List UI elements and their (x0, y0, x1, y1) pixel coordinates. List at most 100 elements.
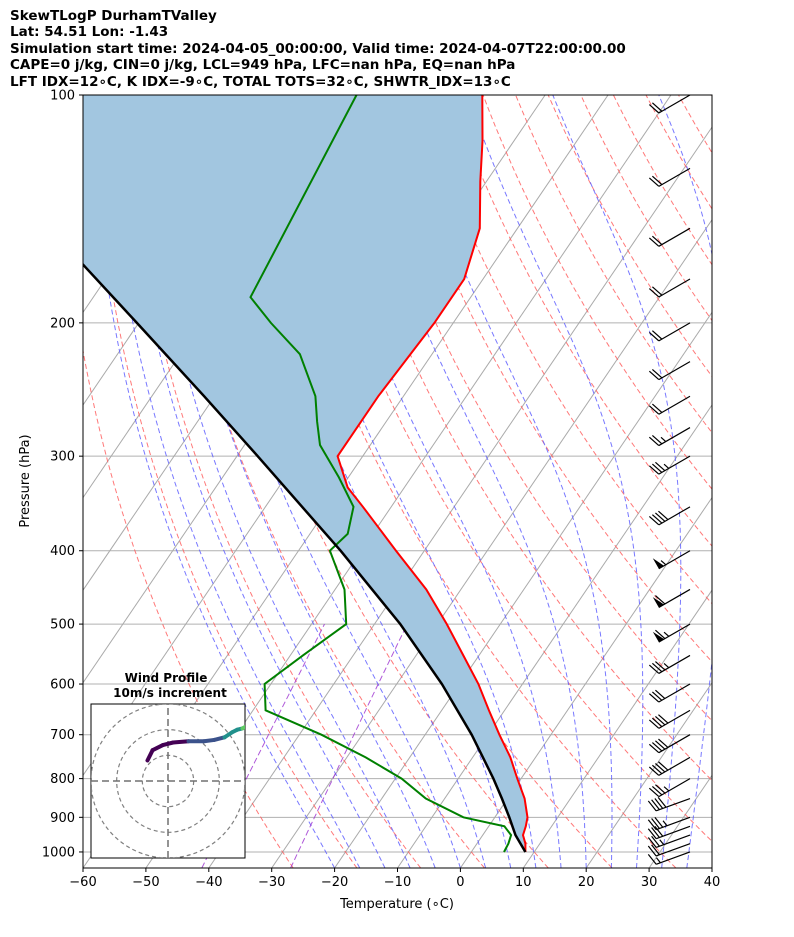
barb-flag (648, 436, 660, 447)
mixing-ratio-line (290, 623, 408, 868)
barb-flag (651, 286, 663, 296)
moist-adiabat-line (399, 95, 613, 868)
barb-flag (655, 740, 666, 750)
barb-flag (647, 837, 657, 848)
dewpoint-profile-line (249, 95, 513, 853)
barb-pennant (652, 558, 664, 569)
barb-flag (651, 514, 663, 524)
wind-barb (647, 851, 691, 865)
wind-barb (648, 322, 691, 342)
barb-flag (648, 370, 660, 381)
barb-flag (648, 465, 660, 475)
barb-flag (651, 764, 663, 775)
barb-flag (655, 512, 666, 522)
barb-flag (651, 368, 663, 379)
barb-half-flag (660, 560, 667, 566)
dry-adiabat-line (254, 95, 677, 868)
barb-flag (651, 235, 663, 245)
x-tick-label: 40 (704, 875, 721, 890)
barb-flag (648, 405, 660, 415)
barb-flag (648, 719, 660, 729)
barb-staff (658, 322, 691, 342)
barb-flag (658, 738, 669, 748)
mixing-ratio-lines (201, 623, 408, 868)
isotherm-line (585, 681, 712, 868)
barb-staff (658, 734, 691, 754)
barb-flag (648, 766, 660, 776)
barb-flag (654, 798, 664, 809)
barb-flag (658, 510, 669, 521)
barb-flag (651, 818, 660, 829)
barb-flag (648, 237, 660, 247)
barb-flag (651, 434, 663, 445)
barb-staff (655, 825, 691, 840)
parcel-area-shading (83, 95, 528, 852)
wind-barb (647, 834, 691, 848)
wind-barb (648, 395, 691, 415)
dry-adiabat-line (384, 95, 712, 663)
hodograph-title: Wind Profile (125, 671, 208, 685)
wind-barb (648, 734, 691, 754)
barb-flag (651, 330, 663, 340)
x-tick-label: 10 (515, 875, 532, 890)
moist-adiabat-line (467, 95, 644, 868)
barb-staff (658, 623, 691, 643)
barb-flag (651, 463, 663, 473)
hodograph-plot (91, 704, 245, 858)
barb-flag (655, 784, 666, 794)
hodograph-segment (171, 739, 191, 745)
isotherm-line (459, 496, 712, 868)
barb-staff (658, 506, 691, 526)
location-label: Lat: 54.51 Lon: -1.43 (10, 24, 169, 41)
wind-barb (647, 796, 691, 812)
wind-barbs (647, 94, 691, 865)
moist-adiabat-line (90, 95, 336, 868)
barb-flag (647, 853, 657, 865)
wind-barb (648, 167, 691, 187)
barb-half-flag (663, 663, 670, 669)
dry-adiabat-line (776, 95, 794, 868)
dry-adiabat-line (678, 95, 712, 154)
barb-flag (647, 800, 657, 812)
simulation-times: Simulation start time: 2024-04-05_00:00:… (10, 40, 626, 57)
dry-adiabat-line (83, 348, 294, 868)
barb-flag (658, 761, 669, 771)
wind-barb (647, 843, 691, 857)
barb-staff (658, 395, 691, 415)
barb-staff (658, 167, 691, 187)
wind-barb (648, 506, 691, 526)
x-axis-ticks: −60 −50 −40 −30 −20 −10 0 10 20 30 40 (69, 868, 720, 890)
barb-staff (658, 778, 691, 798)
barb-flag (651, 835, 660, 847)
barb-flag (651, 827, 660, 838)
barb-half-flag (663, 786, 670, 792)
y-tick-label: 300 (50, 450, 75, 465)
moist-adiabat-line (140, 95, 411, 868)
wind-barb (648, 455, 691, 475)
y-tick-label: 700 (50, 728, 75, 743)
dry-adiabat-line (124, 95, 422, 868)
barb-flag (655, 629, 666, 640)
x-tick-label: −10 (384, 875, 411, 890)
barb-staff (658, 278, 691, 298)
isotherm-line (334, 311, 712, 868)
wind-barb (648, 654, 691, 674)
barb-flag (648, 743, 660, 754)
barb-flag (655, 716, 666, 726)
chart-header: SkewTLogP DurhamTValley Lat: 54.51 Lon: … (10, 8, 626, 90)
barb-staff (658, 588, 691, 608)
hodograph-inset: Wind Profile 10m/s increment (90, 671, 246, 859)
barb-pennant (652, 631, 664, 643)
mixing-ratio-line (201, 623, 325, 868)
barb-staff (655, 816, 691, 831)
barb-flag (651, 799, 660, 811)
moist-adiabat-line (122, 95, 386, 868)
isotherm-line (648, 774, 712, 868)
barb-flag (658, 714, 669, 724)
y-tick-label: 600 (50, 678, 75, 693)
barb-flag (648, 664, 660, 674)
convective-parameters: CAPE=0 j/kg, CIN=0 j/kg, LCL=949 hPa, LF… (10, 57, 516, 74)
wind-barb (652, 550, 691, 570)
wind-barb (648, 683, 691, 703)
